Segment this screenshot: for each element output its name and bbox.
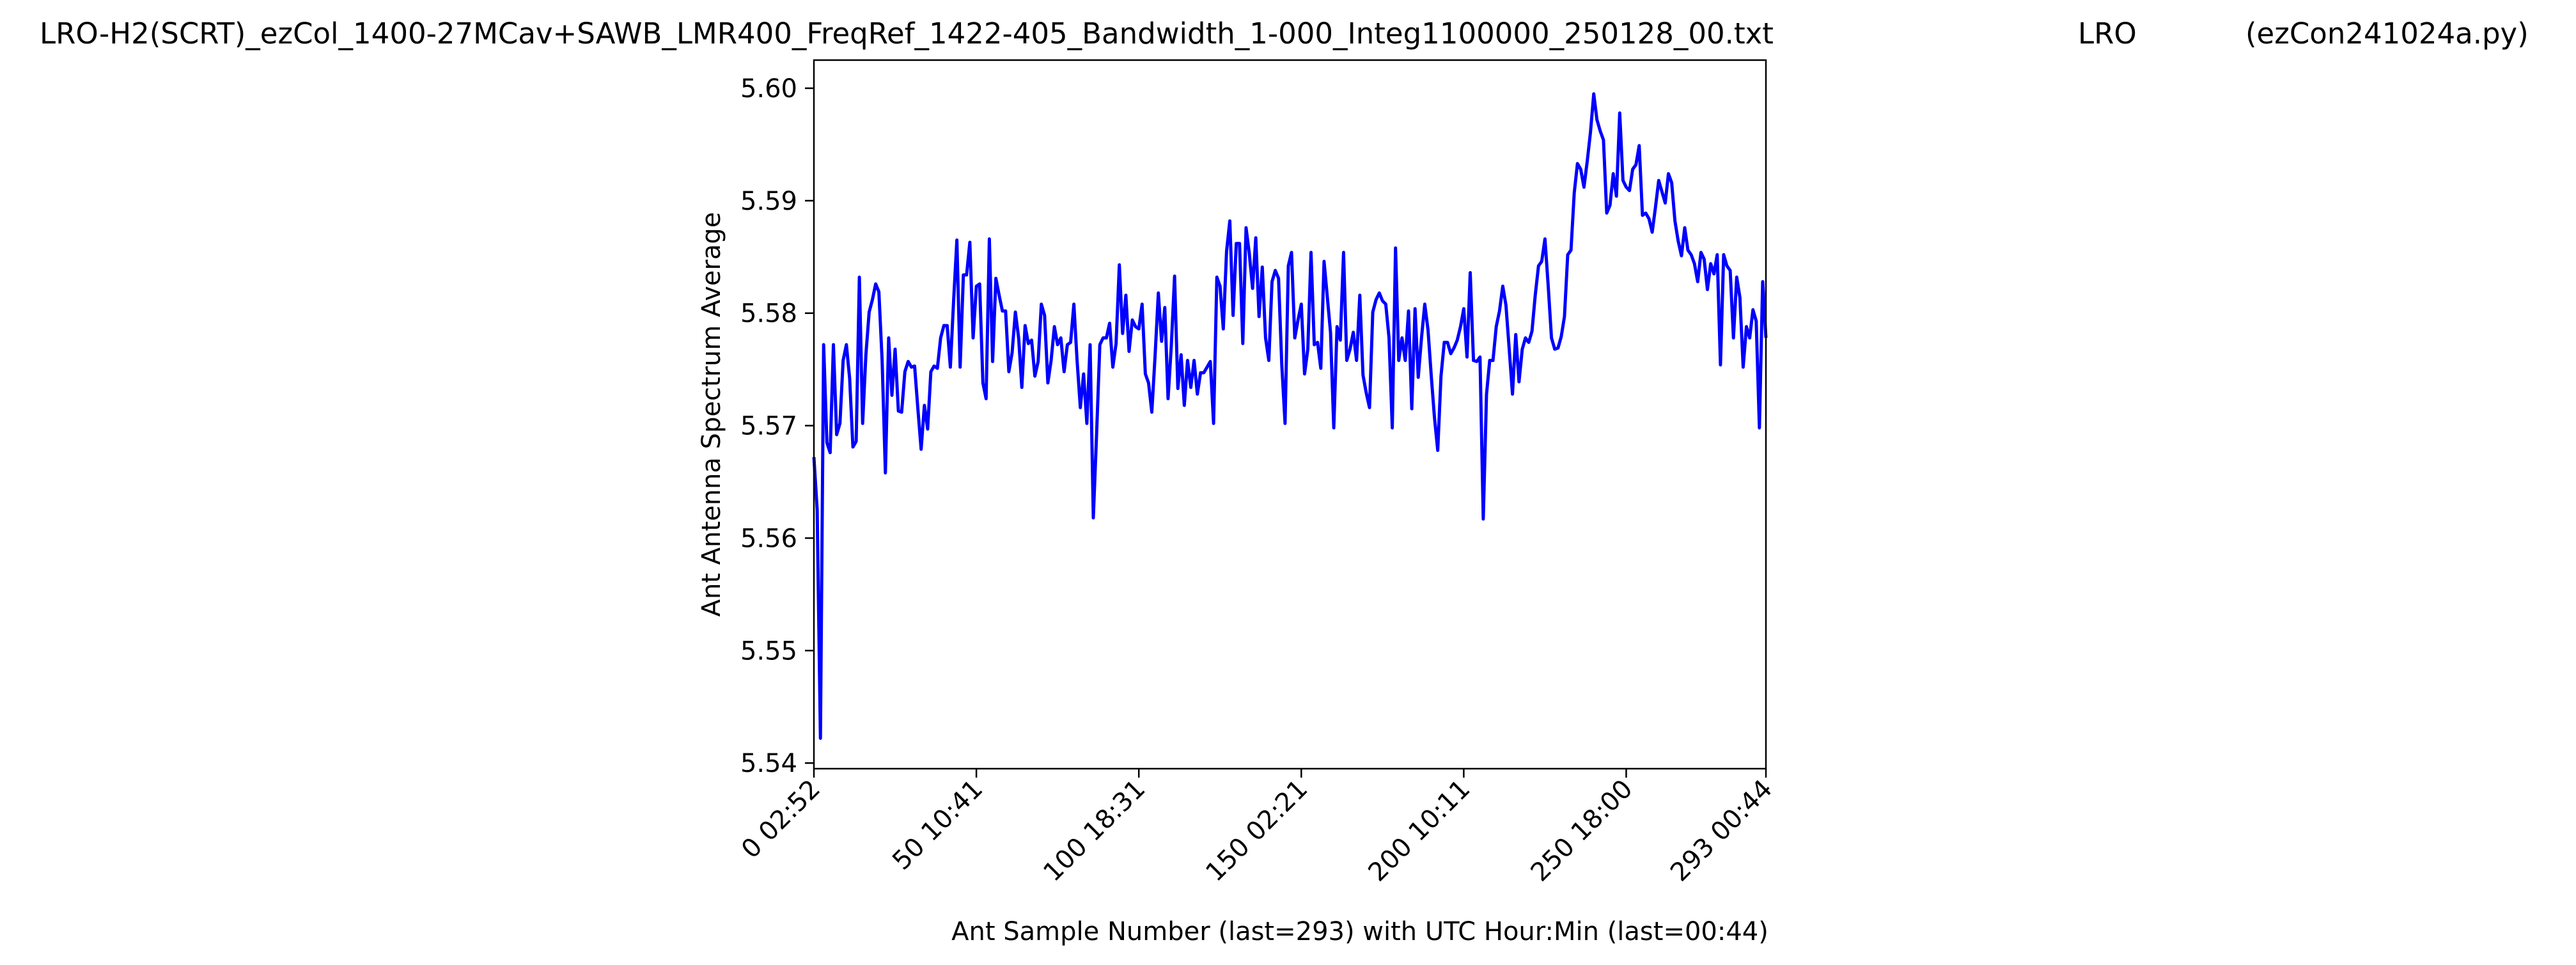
y-tick-label: 5.57 [740, 412, 797, 441]
y-tick-label: 5.60 [740, 74, 797, 104]
series-line-0 [812, 92, 1768, 740]
y-tick-label: 5.58 [740, 299, 797, 329]
chart-title-script: (ezCon241024a.py) [2245, 17, 2529, 51]
y-tick-label: 5.59 [740, 187, 797, 216]
x-axis-label: Ant Sample Number (last=293) with UTC Ho… [951, 917, 1768, 946]
chart-title-filename: LRO-H2(SCRT)_ezCol_1400-27MCav+SAWB_LMR4… [40, 17, 1774, 51]
y-tick-label: 5.54 [740, 749, 797, 778]
y-tick-label: 5.56 [740, 524, 797, 553]
plot-frame [813, 59, 1767, 770]
y-axis-label: Ant Antenna Spectrum Average [697, 212, 726, 617]
chart-title-site: LRO [2078, 17, 2137, 51]
y-tick-label: 5.55 [740, 636, 797, 666]
